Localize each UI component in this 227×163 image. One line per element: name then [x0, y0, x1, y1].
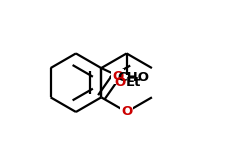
Text: Et: Et	[126, 76, 141, 89]
Text: O: O	[121, 105, 132, 119]
Text: O: O	[112, 70, 123, 83]
Text: O: O	[115, 76, 126, 89]
Text: CHO: CHO	[117, 71, 149, 84]
